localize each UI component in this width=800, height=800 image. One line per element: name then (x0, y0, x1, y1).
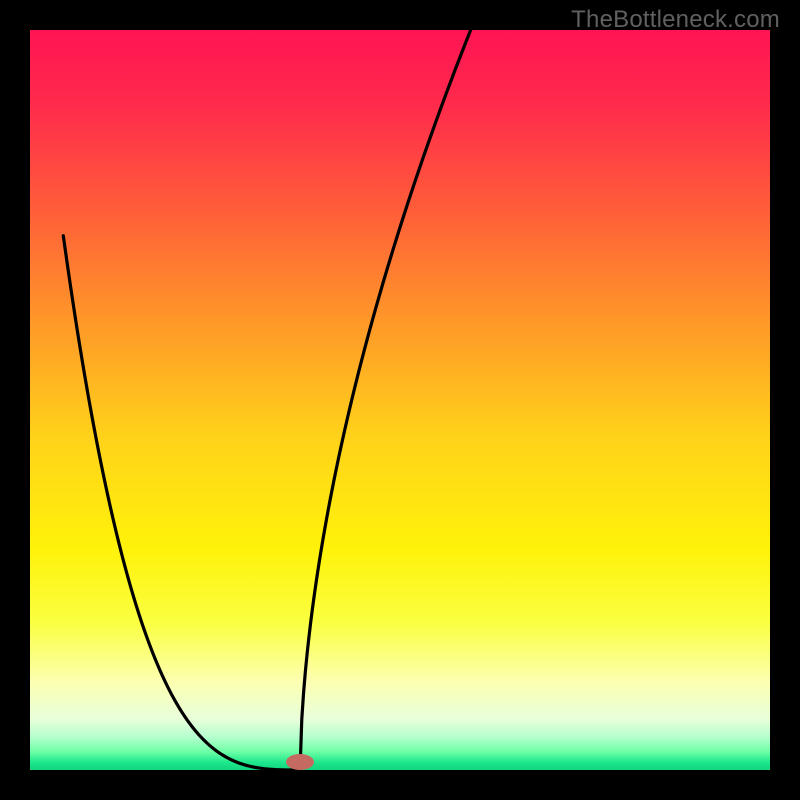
chart-frame: TheBottleneck.com (0, 0, 800, 800)
watermark-text: TheBottleneck.com (571, 6, 780, 34)
gradient-background (30, 30, 770, 770)
optimal-point-marker (286, 754, 314, 770)
bottleneck-chart (0, 0, 800, 800)
